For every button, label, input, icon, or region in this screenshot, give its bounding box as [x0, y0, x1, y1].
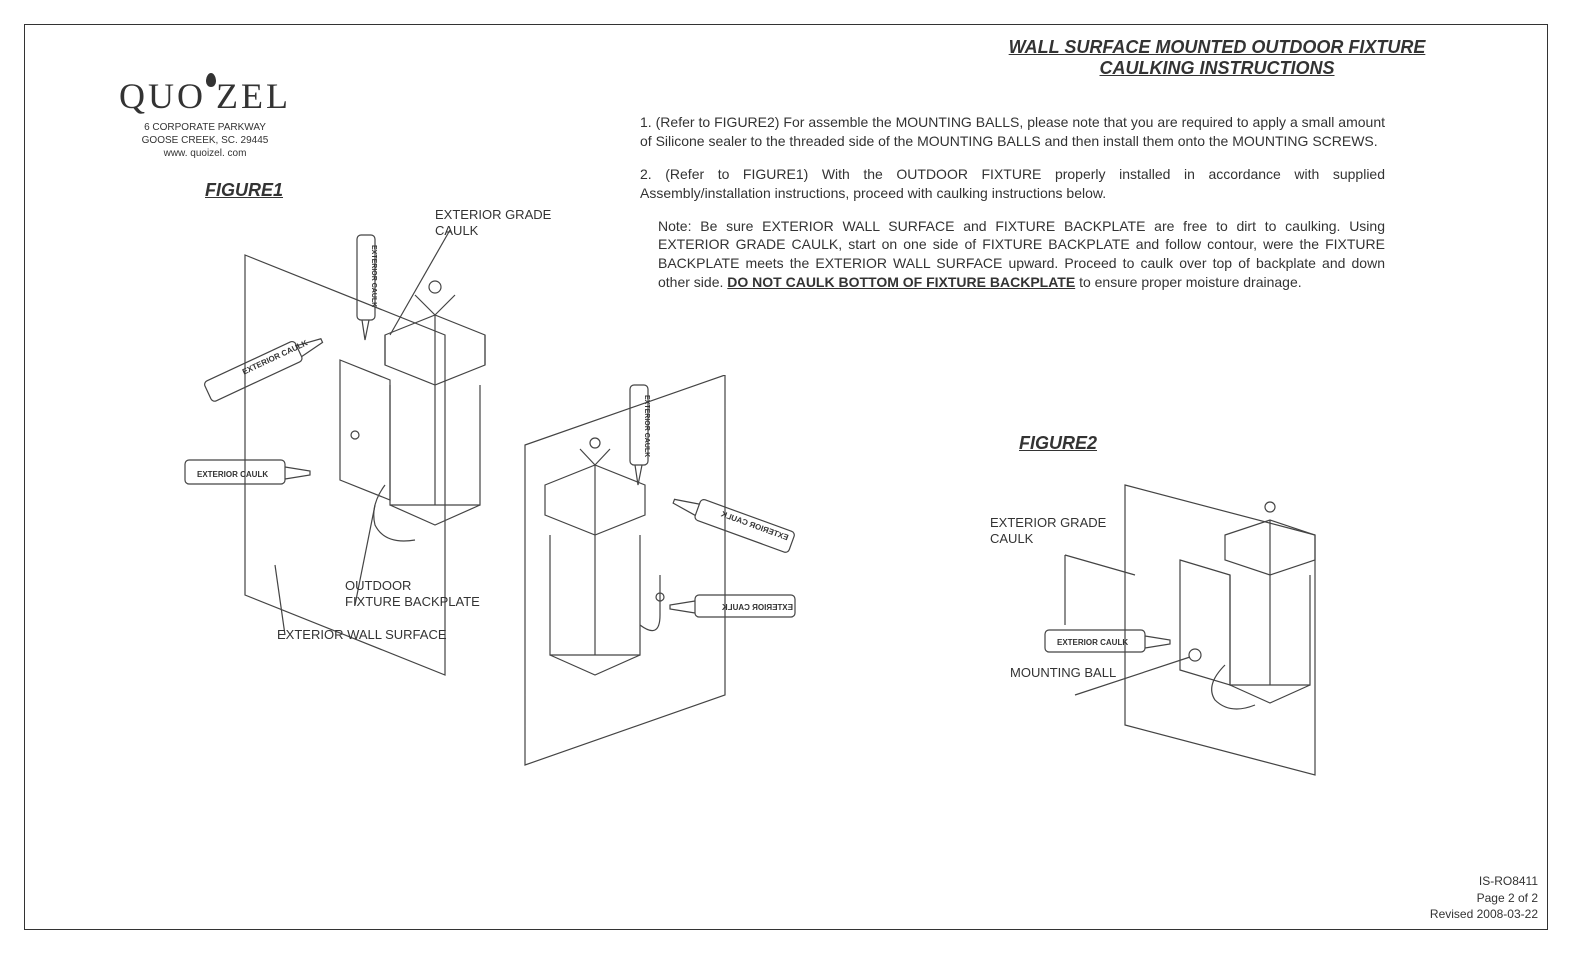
step-1-no: 1.: [640, 114, 652, 130]
logo-address: 6 CORPORATE PARKWAY GOOSE CREEK, SC. 294…: [75, 121, 335, 160]
tube-label-4: EXTERIOR CAULK: [722, 603, 793, 612]
figure1-title: FIGURE1: [205, 180, 283, 201]
label-ext-grade-caulk-2: EXTERIOR GRADECAULK: [990, 515, 1130, 548]
figure2-title: FIGURE2: [1019, 433, 1097, 454]
label-ext-grade-caulk-1: EXTERIOR GRADECAULK: [435, 207, 575, 240]
step-1-text: (Refer to FIGURE2) For assemble the MOUN…: [640, 114, 1385, 149]
address-line2: GOOSE CREEK, SC. 29445: [75, 134, 335, 147]
brand-url: www. quoizel. com: [75, 147, 335, 160]
label-mounting-ball: MOUNTING BALL: [1010, 665, 1116, 681]
tube-label-2: EXTERIOR CAULK: [241, 338, 309, 376]
label-ext-wall-surface: EXTERIOR WALL SURFACE: [277, 627, 447, 643]
step-2-no: 2.: [640, 166, 652, 182]
figure1-diagram: EXTERIOR CAULK EXTERIOR CAULK EXTERIOR C…: [125, 205, 525, 725]
step-1: 1. (Refer to FIGURE2) For assemble the M…: [640, 113, 1385, 151]
step-2-text: (Refer to FIGURE1) With the OUTDOOR FIXT…: [640, 166, 1385, 201]
page-title: WALL SURFACE MOUNTED OUTDOOR FIXTURE CAU…: [927, 37, 1507, 79]
logo-text: QUOZEL: [75, 75, 335, 117]
tube-label-6: EXTERIOR CAULK: [643, 395, 650, 457]
page-footer: IS-RO8411 Page 2 of 2 Revised 2008-03-22: [1430, 873, 1538, 922]
tube-label-5: EXTERIOR CAULK: [720, 509, 790, 542]
tube-label-3: EXTERIOR CAULK: [370, 245, 377, 307]
footer-rev: Revised 2008-03-22: [1430, 906, 1538, 922]
address-line1: 6 CORPORATE PARKWAY: [75, 121, 335, 134]
note: Note: Be sure EXTERIOR WALL SURFACE and …: [640, 217, 1385, 293]
tube-label-1: EXTERIOR CAULK: [197, 470, 268, 479]
flame-icon: [206, 73, 216, 87]
note-bold: DO NOT CAULK BOTTOM OF FIXTURE BACKPLATE: [727, 274, 1075, 290]
figure1-diagram-right: EXTERIOR CAULK EXTERIOR CAULK EXTERIOR C…: [485, 375, 835, 775]
note-tail: to ensure proper moisture drainage.: [1075, 274, 1301, 290]
step-2: 2. (Refer to FIGURE1) With the OUTDOOR F…: [640, 165, 1385, 203]
page-frame: WALL SURFACE MOUNTED OUTDOOR FIXTURE CAU…: [24, 24, 1548, 930]
footer-page: Page 2 of 2: [1430, 890, 1538, 906]
tube-label-7: EXTERIOR CAULK: [1057, 638, 1128, 647]
title-line2: CAULKING INSTRUCTIONS: [927, 58, 1507, 79]
brand-logo: QUOZEL 6 CORPORATE PARKWAY GOOSE CREEK, …: [75, 75, 335, 160]
label-outdoor-backplate: OUTDOORFIXTURE BACKPLATE: [345, 578, 515, 611]
title-line1: WALL SURFACE MOUNTED OUTDOOR FIXTURE: [927, 37, 1507, 58]
instruction-block: 1. (Refer to FIGURE2) For assemble the M…: [640, 113, 1385, 306]
footer-code: IS-RO8411: [1430, 873, 1538, 889]
